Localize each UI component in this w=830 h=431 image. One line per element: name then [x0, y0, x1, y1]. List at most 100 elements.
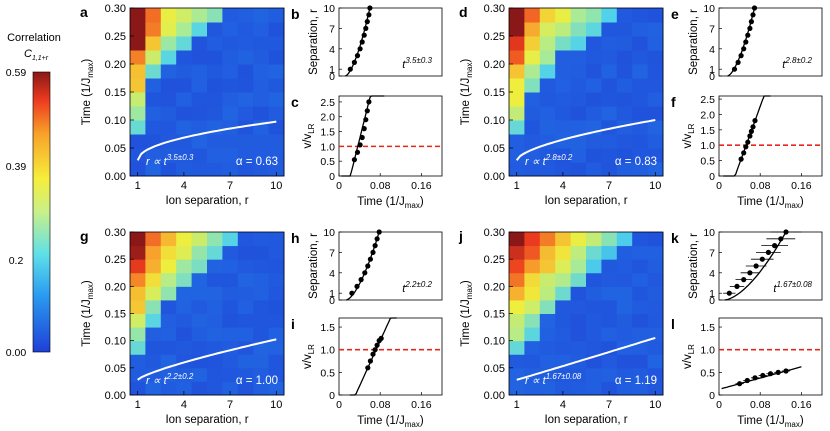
heatmap-cell: [222, 120, 239, 135]
heatmap-cell: [176, 354, 193, 369]
data-point: [783, 368, 789, 374]
fit-annotation: r ∝ t2.8±0.2: [525, 153, 573, 168]
x-tick-label: 0.08: [370, 180, 391, 192]
heatmap-cell: [570, 8, 587, 23]
data-point: [731, 66, 738, 72]
heatmap-cell: [555, 313, 572, 328]
y-axis-label-sub: LR: [687, 344, 696, 354]
fit-annotation-main: r ∝ t: [525, 156, 547, 168]
data-point: [374, 342, 380, 348]
fit-annotation-main: r ∝ t: [525, 375, 547, 387]
y-axis-label: Separation, r: [688, 9, 700, 75]
heatmap-cell: [207, 162, 223, 177]
heatmap-cell: [616, 50, 633, 65]
heatmap-cell: [268, 22, 285, 37]
heatmap-cell: [601, 232, 618, 247]
heatmap-cell: [601, 354, 618, 369]
scatter-panel-l: l 0 0.5 1.0 1.5 v/vLR 0 0.08 0.16 Time (1/Jmax): [671, 316, 823, 429]
data-point: [362, 270, 368, 276]
heatmap-cell: [207, 286, 223, 301]
heatmap-cell: [191, 120, 208, 135]
heatmap-cell: [647, 272, 664, 287]
heatmap-cell: [632, 272, 649, 287]
heatmap-cell: [586, 286, 602, 301]
heatmap-cell: [555, 245, 572, 260]
colorbar-tick: 0.59: [6, 67, 27, 79]
heatmap-cell: [647, 22, 664, 37]
heatmap-cell: [130, 106, 146, 121]
data-point: [745, 139, 751, 145]
heatmap-cell: [586, 50, 602, 65]
heatmap-cell: [130, 120, 146, 135]
data-point: [748, 128, 755, 134]
x-axis-label: Ion separation, r: [165, 414, 248, 426]
heatmap-cell: [539, 78, 556, 93]
heatmap-cell: [222, 245, 239, 260]
alpha-label: α = 1.00: [236, 375, 278, 387]
heatmap-cell: [647, 64, 664, 79]
x-tick-label: 10: [649, 399, 661, 411]
heatmap-cell: [616, 272, 633, 287]
heatmap-cell: [130, 232, 146, 247]
panel-letter: h: [291, 230, 300, 246]
heatmap-cell: [616, 367, 633, 382]
heatmap-cell: [145, 162, 162, 177]
y-tick-label: 7: [709, 247, 715, 259]
heatmap-cell: [586, 259, 602, 274]
data-point: [351, 59, 357, 65]
heatmap-cell: [524, 162, 541, 177]
heatmap-cell: [555, 78, 572, 93]
heatmap-cell: [539, 245, 556, 260]
heatmap-cell: [237, 381, 254, 396]
heatmap-cell: [509, 245, 525, 260]
data-point: [738, 53, 744, 59]
heatmap-cell: [524, 22, 541, 37]
heatmap-cell: [207, 367, 223, 382]
data-point: [752, 375, 758, 381]
data-point: [735, 59, 741, 65]
heatmap-cell: [130, 340, 146, 355]
heatmap-cell: [632, 232, 649, 247]
heatmap-cell: [586, 8, 602, 23]
heatmap-cell: [176, 162, 193, 177]
data-point: [750, 124, 756, 130]
heatmap-cell: [145, 148, 162, 163]
heatmap-cell: [570, 340, 587, 355]
y-tick-label: 0.10: [105, 336, 126, 348]
x-axis-label: Ion separation, r: [544, 195, 627, 207]
heatmap-cell: [586, 232, 602, 247]
fit-annotation-exponent: 1.67±0.08: [546, 372, 582, 381]
heatmap-cell: [237, 232, 254, 247]
y-tick-label: 0.05: [484, 363, 505, 375]
fit-annotation-exponent: 3.5±0.3: [167, 153, 194, 162]
x-axis-label-sub: max: [405, 201, 420, 210]
heatmap-cell: [191, 36, 208, 51]
heatmap-cell: [176, 36, 193, 51]
heatmap-cell: [253, 162, 270, 177]
heatmap-cell: [570, 64, 587, 79]
heatmap-cell: [253, 134, 270, 149]
heatmap-cell: [145, 313, 162, 328]
data-point: [365, 263, 371, 269]
y-axis-label: Separation, r: [308, 233, 320, 299]
heatmap-cell: [647, 259, 664, 274]
heatmap-cell: [555, 64, 572, 79]
colorbar-symbol-sub: 1,1+r: [32, 55, 49, 62]
fit-curve: [515, 119, 656, 161]
heatmap-cell: [601, 106, 618, 121]
heatmap-cell: [601, 245, 618, 260]
data-point: [753, 263, 759, 269]
heatmap-cell: [237, 106, 254, 121]
data-point: [745, 32, 751, 38]
heatmap-cell: [616, 381, 633, 396]
heatmap-cell: [539, 340, 556, 355]
y-axis-label-sub: LR: [687, 123, 696, 133]
heatmap-cell: [222, 299, 239, 314]
heatmap-cell: [130, 8, 146, 23]
heatmap-cell: [222, 354, 239, 369]
heatmap-cell: [207, 92, 223, 107]
heatmap-cell: [616, 120, 633, 135]
heatmap-cell: [509, 148, 525, 163]
data-point: [354, 53, 361, 59]
y-tick-label: 0.30: [484, 227, 505, 239]
